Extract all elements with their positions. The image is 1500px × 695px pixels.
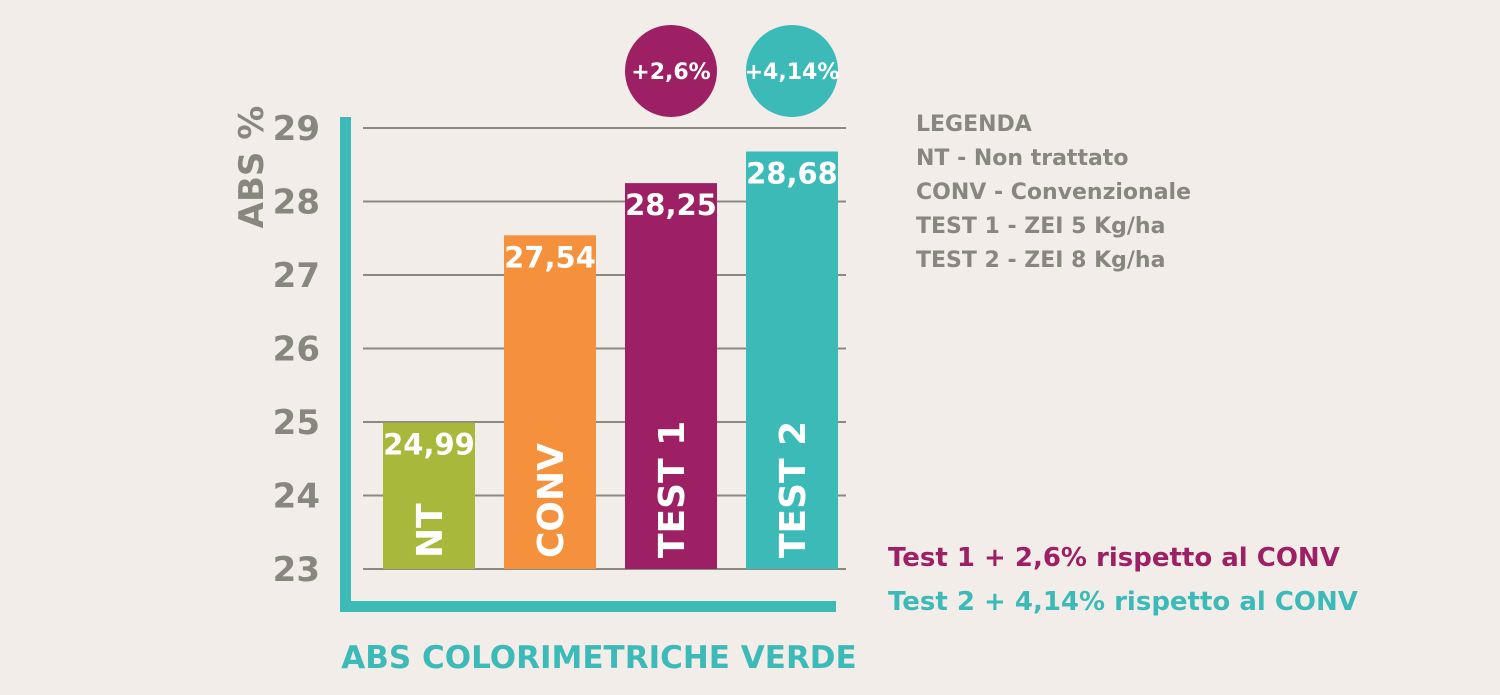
legend-entry: NT - Non trattato <box>916 146 1128 171</box>
legend-entry: TEST 1 - ZEI 5 Kg/ha <box>916 214 1165 239</box>
legend-entry: CONV - Convenzionale <box>916 180 1191 205</box>
bars: 24,99 NT 27,54 CONV 28,25 TEST 1 28,68 TEST 2 <box>383 151 838 569</box>
y-tick-label: 23 <box>273 550 320 590</box>
badge-circle <box>625 25 717 117</box>
difference-badges: +2,6% +4,14% <box>625 25 839 117</box>
category-label: NT <box>410 503 451 558</box>
legend-entry: TEST 2 - ZEI 8 Kg/ha <box>916 248 1165 273</box>
badge-label: +4,14% <box>745 60 840 85</box>
y-tick-label: 28 <box>273 183 320 223</box>
legend: LEGENDA NT - Non trattato CONV - Convenzio… <box>916 112 1191 273</box>
x-axis-line <box>340 601 836 612</box>
bar-test-2 <box>746 151 838 569</box>
legend-title: LEGENDA <box>916 112 1032 137</box>
y-axis-line <box>340 117 351 612</box>
badge-circle <box>746 25 838 117</box>
annotations: Test 1 + 2,6% rispetto al CONV Test 2 + 4… <box>888 543 1358 617</box>
bar-test-1 <box>625 183 717 569</box>
annotation-note: Test 1 + 2,6% rispetto al CONV <box>888 543 1340 573</box>
bar-nt <box>383 422 475 569</box>
y-axis-label: ABS % <box>232 106 272 229</box>
axes <box>340 117 836 612</box>
y-tick-labels: 23 24 25 26 27 28 29 <box>273 109 320 590</box>
y-tick-label: 29 <box>273 109 320 149</box>
y-tick-label: 25 <box>273 403 320 443</box>
value-label: 28,25 <box>625 188 717 222</box>
y-tick-label: 26 <box>273 330 320 370</box>
chart-title: ABS COLORIMETRICHE VERDE <box>341 640 856 676</box>
value-label: 28,68 <box>746 157 838 191</box>
bar-conv <box>504 235 596 569</box>
badge-label: +2,6% <box>631 60 710 85</box>
category-label: CONV <box>531 443 572 558</box>
category-label: TEST 2 <box>773 421 814 558</box>
annotation-note: Test 2 + 4,14% rispetto al CONV <box>888 587 1358 617</box>
y-tick-label: 24 <box>273 477 320 517</box>
y-tick-label: 27 <box>273 256 320 296</box>
value-label: 24,99 <box>383 428 475 462</box>
category-label: TEST 1 <box>652 421 693 558</box>
value-label: 27,54 <box>504 240 596 274</box>
